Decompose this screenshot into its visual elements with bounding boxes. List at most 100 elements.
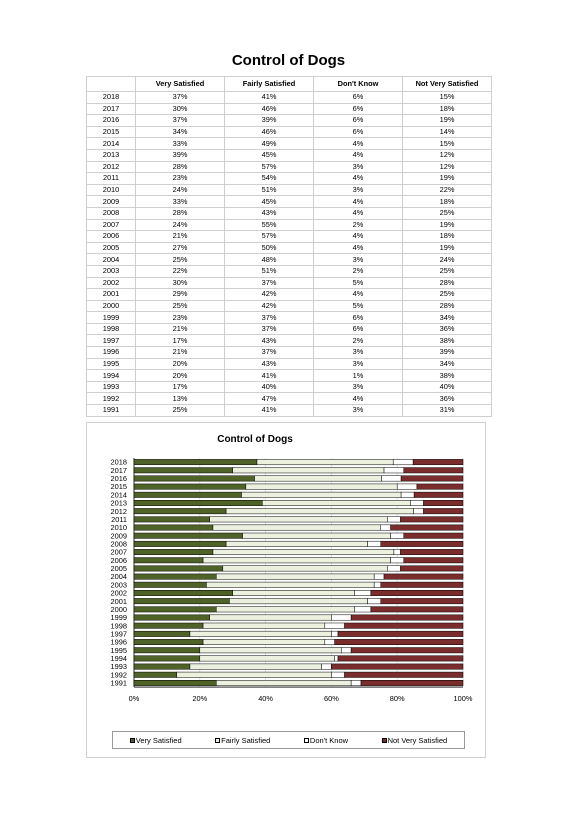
bar-segment [331,663,464,670]
category-label: 2010 [111,523,127,532]
value-cell: 21% [135,230,225,243]
bar-segment [380,581,464,588]
bar-segment [350,647,464,654]
value-cell: 41% [224,91,314,104]
value-cell: 24% [135,218,225,232]
bar-segment [133,630,191,637]
value-cell: 25% [402,206,492,220]
bar-segment [133,459,258,466]
bar-segment [209,516,388,523]
bar-segment [367,540,381,547]
bar-segment [133,524,214,531]
value-cell: 33% [135,137,225,150]
bar-segment [199,655,335,662]
chart-title: Control of Dogs [217,434,293,445]
bar-segment [331,671,345,678]
table-header-row: Very Satisfied Fairly Satisfied Don't Kn… [86,76,492,92]
bar-segment [370,606,464,613]
value-cell: 13% [135,392,225,406]
row-year-cell: 1996 [86,346,136,359]
bar-segment [232,467,385,474]
value-cell: 25% [135,299,225,313]
value-cell: 55% [224,218,314,232]
table-row: 2009 33% 45% 4% 18% [86,195,492,208]
value-cell: 46% [224,102,314,116]
value-cell: 3% [313,346,403,359]
bar-segment [380,524,391,531]
legend-label: Fairly Satisfied [221,735,271,745]
value-cell: 19% [402,218,492,232]
bar-segment [133,557,204,564]
bar-segment [189,663,322,670]
bar-segment [133,565,224,572]
legend-label: Don't Know [309,735,349,745]
value-cell: 34% [402,357,492,371]
value-cell: 57% [224,160,314,174]
bar-segment [423,500,464,506]
value-cell: 42% [224,288,314,301]
category-label: 2013 [111,499,127,508]
bar-segment [403,557,464,564]
value-cell: 30% [135,102,225,116]
value-cell: 42% [224,299,314,313]
value-cell: 5% [313,276,403,290]
bar-segment [133,655,201,662]
x-tick-label: 60% [324,694,339,703]
bar-segment [350,614,464,621]
bar-segment [133,475,255,482]
value-cell: 4% [313,392,403,406]
bar-segment [373,573,385,580]
row-year-cell: 1997 [86,334,136,348]
value-cell: 34% [135,125,225,139]
value-cell: 19% [402,172,492,185]
value-cell: 38% [402,334,492,348]
bar-segment [202,639,326,646]
bar-segment [209,614,332,621]
value-cell: 46% [224,125,314,139]
row-year-cell: 1992 [86,392,136,406]
bar-segment [321,663,332,670]
chart-legend: Very Satisfied Fairly Satisfied Don't Know… [112,731,465,749]
table-corner-cell [86,76,136,92]
value-cell: 21% [135,346,225,359]
value-cell: 4% [313,137,403,150]
value-cell: 57% [224,230,314,243]
bar-segment [133,500,263,506]
category-label: 2009 [111,531,127,540]
bar-segment [133,663,191,670]
value-cell: 22% [402,183,492,197]
value-cell: 3% [313,404,403,417]
bar-segment [229,598,368,605]
value-cell: 2% [313,334,403,348]
bar-segment [206,581,375,588]
bar-segment [133,491,242,498]
table-row: 2018 37% 41% 6% 15% [86,91,492,104]
bar-segment [216,680,352,686]
bar-segment [216,606,355,613]
bar-segment [212,549,395,556]
bar-segment [393,549,401,556]
table-row: 1997 17% 43% 2% 38% [86,334,492,348]
category-label: 2008 [111,539,127,548]
bar-segment [380,540,464,547]
bar-segment [334,639,464,646]
row-year-cell: 1998 [86,322,136,336]
category-label: 2004 [111,572,127,581]
value-cell: 40% [402,380,492,394]
bar-segment [400,565,464,572]
row-year-cell: 2010 [86,183,136,197]
category-label: 2007 [111,548,127,557]
bar-segment [241,491,402,498]
row-year-cell: 2002 [86,276,136,290]
row-year-cell: 2003 [86,264,136,278]
row-year-cell: 1991 [86,404,136,417]
value-cell: 41% [224,369,314,382]
bar-segment [381,475,402,482]
bar-segment [337,630,464,637]
bar-segment [403,532,464,539]
value-cell: 3% [313,380,403,394]
table-row: 2007 24% 55% 2% 19% [86,218,492,232]
bar-segment [390,557,405,564]
bar-segment [331,630,339,637]
bar-segment [392,459,414,466]
